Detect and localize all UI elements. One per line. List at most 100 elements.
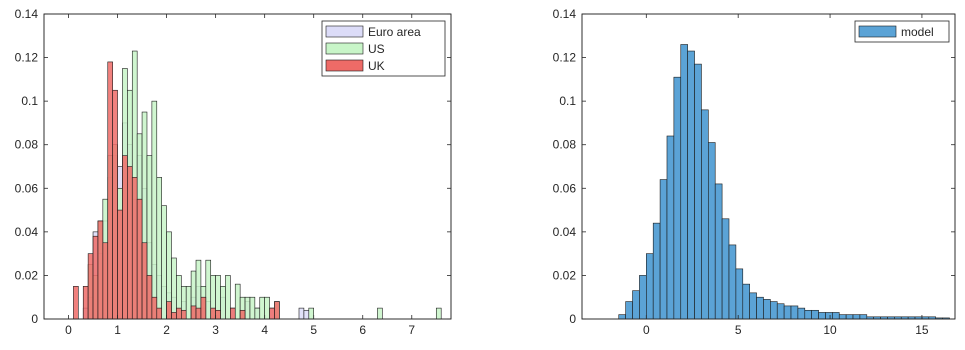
bar-model-4 xyxy=(646,253,654,320)
bar-model-22 xyxy=(770,301,778,320)
bar-model-18 xyxy=(742,283,750,320)
bar-uk-7 xyxy=(112,89,118,320)
bar-us-27 xyxy=(220,286,226,320)
bar-model-17 xyxy=(735,268,744,320)
bars-group xyxy=(618,44,950,320)
bar-uk-28 xyxy=(269,307,275,320)
axes-frame xyxy=(581,13,956,320)
bar-model-16 xyxy=(728,244,737,320)
x-tick-label: 3 xyxy=(212,323,219,337)
bar-model-25 xyxy=(790,305,799,320)
bar-uk-4 xyxy=(97,220,104,320)
y-tick-label: 0.02 xyxy=(553,268,577,282)
x-tick-label: 0 xyxy=(65,323,72,337)
bar-model-5 xyxy=(652,222,661,320)
bar-us-15 xyxy=(161,205,167,320)
bar-us-29 xyxy=(234,283,241,320)
y-tick-label: 0.1 xyxy=(21,94,38,108)
bar-model-33 xyxy=(845,314,854,320)
x-tick-label: 5 xyxy=(310,323,317,337)
bar-model-23 xyxy=(776,303,785,320)
bar-uk-2 xyxy=(87,253,94,320)
x-tick-label: 6 xyxy=(359,323,366,337)
y-tick-label: 0.14 xyxy=(553,7,577,21)
x-tick-label: 15 xyxy=(915,323,929,337)
y-tick-label: 0.04 xyxy=(15,225,39,239)
plot-area xyxy=(581,13,956,320)
bar-model-14 xyxy=(714,183,723,320)
bar-us-37 xyxy=(308,307,314,320)
bar-uk-29 xyxy=(274,301,280,320)
y-tick-label: 0.14 xyxy=(15,7,39,21)
bar-euro-area-30 xyxy=(298,307,305,320)
x-tick-label: 2 xyxy=(163,323,170,337)
bar-uk-10 xyxy=(127,166,133,320)
bar-model-0 xyxy=(618,314,626,320)
bar-us-32 xyxy=(249,296,256,320)
bar-model-8 xyxy=(673,76,682,320)
y-tick-label: 0.06 xyxy=(15,181,39,195)
bar-model-12 xyxy=(701,109,709,320)
bar-model-31 xyxy=(832,312,840,320)
bar-uk-9 xyxy=(122,155,128,320)
bar-us-39 xyxy=(435,307,442,320)
bar-model-20 xyxy=(756,296,764,320)
bar-uk-3 xyxy=(92,235,99,320)
bar-model-2 xyxy=(632,290,640,320)
y-tick-label: 0.08 xyxy=(553,138,577,152)
bar-model-6 xyxy=(659,179,668,320)
y-tick-label: 0.08 xyxy=(15,138,39,152)
legend-swatch-0 xyxy=(325,25,364,38)
bar-us-35 xyxy=(264,296,270,320)
y-tick-label: 0.1 xyxy=(559,94,576,108)
bar-uk-11 xyxy=(131,177,138,320)
bar-uk-1 xyxy=(82,286,89,320)
bar-model-3 xyxy=(639,275,647,320)
bar-model-15 xyxy=(721,218,730,320)
bar-uk-5 xyxy=(102,242,109,320)
bar-model-29 xyxy=(818,312,826,320)
bar-uk-18 xyxy=(171,312,177,320)
bar-uk-23 xyxy=(200,296,207,320)
bar-model-10 xyxy=(687,50,695,320)
bar-model-35 xyxy=(859,314,868,320)
bar-model-19 xyxy=(749,292,757,320)
bar-us-28 xyxy=(225,275,231,320)
x-tick-label: 5 xyxy=(735,323,742,337)
bar-us-24 xyxy=(205,259,212,320)
bar-uk-15 xyxy=(151,296,158,320)
bar-uk-22 xyxy=(195,307,202,320)
bar-us-13 xyxy=(151,100,158,320)
legend-label-0: Euro area xyxy=(368,25,421,39)
y-tick-label: 0.12 xyxy=(15,51,39,65)
y-tick-label: 0.04 xyxy=(553,225,577,239)
bar-model-11 xyxy=(694,63,702,320)
bar-us-33 xyxy=(254,307,261,320)
bar-uk-13 xyxy=(141,242,148,320)
legend: Euro area US UK xyxy=(321,20,446,77)
bar-uk-25 xyxy=(215,309,221,320)
y-tick-label: 0 xyxy=(31,312,38,326)
bar-uk-19 xyxy=(176,307,182,320)
bars-group xyxy=(73,50,442,320)
legend-swatch-1 xyxy=(325,42,364,55)
legend-swatch-0 xyxy=(858,25,897,38)
bar-uk-6 xyxy=(107,61,113,320)
bar-model-9 xyxy=(680,44,688,320)
legend: model xyxy=(854,20,950,43)
bar-us-38 xyxy=(377,307,383,320)
bar-uk-16 xyxy=(156,307,162,320)
bar-uk-26 xyxy=(230,307,236,320)
bar-us-20 xyxy=(185,286,192,320)
bar-model-1 xyxy=(625,301,633,320)
bar-us-17 xyxy=(171,257,177,320)
bar-model-13 xyxy=(708,142,716,320)
chart-panel-1: 0 1 2 3 4 5 6 7 0 0.02 0.04 0.06 0.08 0.1 0.12 0.14 Euro… xyxy=(15,7,452,337)
x-tick-label: 1 xyxy=(114,323,121,337)
bar-uk-20 xyxy=(181,309,187,320)
y-tick-label: 0.06 xyxy=(553,181,577,195)
bar-uk-27 xyxy=(239,309,246,320)
bar-model-26 xyxy=(797,307,806,320)
bar-uk-24 xyxy=(210,307,216,320)
